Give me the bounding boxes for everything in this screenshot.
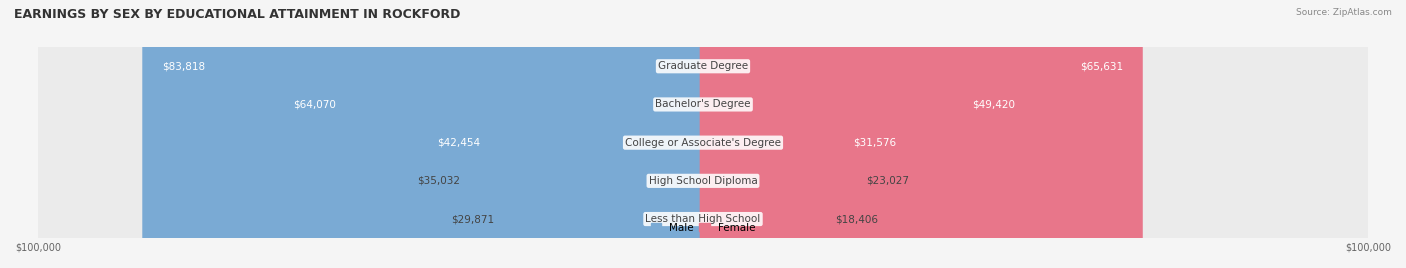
Text: $31,576: $31,576 <box>853 138 897 148</box>
Text: Graduate Degree: Graduate Degree <box>658 61 748 71</box>
FancyBboxPatch shape <box>142 0 706 268</box>
Text: Source: ZipAtlas.com: Source: ZipAtlas.com <box>1296 8 1392 17</box>
Text: $64,070: $64,070 <box>294 99 336 109</box>
FancyBboxPatch shape <box>274 0 706 268</box>
FancyBboxPatch shape <box>700 0 917 268</box>
FancyBboxPatch shape <box>35 0 1371 268</box>
Text: College or Associate's Degree: College or Associate's Degree <box>626 138 780 148</box>
FancyBboxPatch shape <box>700 0 859 268</box>
FancyBboxPatch shape <box>418 0 706 268</box>
Text: $23,027: $23,027 <box>866 176 910 186</box>
Text: High School Diploma: High School Diploma <box>648 176 758 186</box>
Text: $65,631: $65,631 <box>1080 61 1123 71</box>
Text: $83,818: $83,818 <box>162 61 205 71</box>
FancyBboxPatch shape <box>501 0 706 268</box>
FancyBboxPatch shape <box>700 0 1035 268</box>
FancyBboxPatch shape <box>35 0 1371 268</box>
Text: $35,032: $35,032 <box>418 176 460 186</box>
Text: Less than High School: Less than High School <box>645 214 761 224</box>
Text: Bachelor's Degree: Bachelor's Degree <box>655 99 751 109</box>
Text: $42,454: $42,454 <box>437 138 481 148</box>
FancyBboxPatch shape <box>700 0 1143 268</box>
FancyBboxPatch shape <box>700 0 828 268</box>
FancyBboxPatch shape <box>35 0 1371 268</box>
Text: $49,420: $49,420 <box>972 99 1015 109</box>
Text: $18,406: $18,406 <box>835 214 879 224</box>
FancyBboxPatch shape <box>35 0 1371 268</box>
Legend: Male, Female: Male, Female <box>647 218 759 237</box>
Text: EARNINGS BY SEX BY EDUCATIONAL ATTAINMENT IN ROCKFORD: EARNINGS BY SEX BY EDUCATIONAL ATTAINMEN… <box>14 8 460 21</box>
Text: $29,871: $29,871 <box>451 214 495 224</box>
FancyBboxPatch shape <box>35 0 1371 268</box>
FancyBboxPatch shape <box>467 0 706 268</box>
